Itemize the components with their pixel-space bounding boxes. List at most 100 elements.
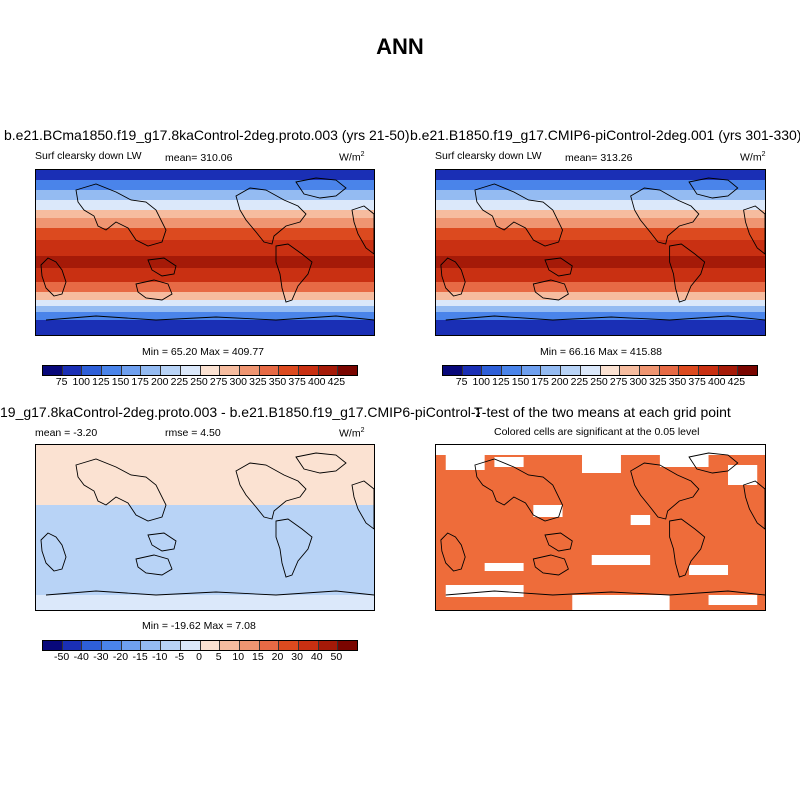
colorbar-swatch <box>220 641 240 650</box>
coastline <box>135 554 173 576</box>
colorbar-tick-label: 75 <box>55 376 68 388</box>
colorbar-swatch <box>141 366 162 375</box>
colorbar-swatch <box>298 641 319 650</box>
field-band <box>36 282 374 292</box>
map-field <box>36 445 374 610</box>
panel3-minmax: Min = -19.62 Max = 7.08 <box>142 620 256 632</box>
colorbar-tick-label: 225 <box>170 376 189 388</box>
coastline <box>45 590 374 596</box>
colorbar-swatch <box>521 366 542 375</box>
field-band <box>36 218 374 228</box>
colorbar-tick-label: 300 <box>229 376 248 388</box>
colorbar-tick-label: -15 <box>132 651 148 663</box>
field-band <box>436 300 765 306</box>
colorbar-tick-label: 225 <box>570 376 589 388</box>
panel4-subtitle: Colored cells are significant at the 0.0… <box>494 426 700 438</box>
field-band <box>436 268 765 282</box>
coastline <box>295 177 347 199</box>
colorbar-tick-label: 400 <box>707 376 726 388</box>
colorbar-swatch <box>338 366 357 375</box>
non-significant-region <box>689 565 729 575</box>
panel1-colorbar <box>42 365 358 376</box>
colorbar-swatch <box>462 366 483 375</box>
panel2-colorbar <box>442 365 758 376</box>
coastline <box>743 480 765 530</box>
colorbar-swatch <box>62 366 83 375</box>
colorbar-tick-label: 100 <box>72 376 91 388</box>
non-significant-region <box>630 515 651 525</box>
colorbar-swatch <box>279 366 299 375</box>
map-field <box>436 170 765 335</box>
coastline <box>295 452 347 474</box>
colorbar-swatch <box>318 366 339 375</box>
colorbar-tick-label: 30 <box>291 651 303 663</box>
colorbar-tick-label: 10 <box>232 651 245 663</box>
panel3-colorbar <box>42 640 358 651</box>
coastline <box>532 279 569 301</box>
main-title: ANN <box>376 34 424 59</box>
colorbar-tick-label: 125 <box>92 376 110 388</box>
colorbar-tick-label: 350 <box>268 376 287 388</box>
non-significant-region <box>445 455 485 470</box>
colorbar-swatch <box>200 366 221 375</box>
colorbar-swatch <box>62 641 83 650</box>
colorbar-tick-label: 425 <box>327 376 346 388</box>
coastline <box>445 315 765 321</box>
coastline <box>147 257 177 277</box>
colorbar-tick-label: 200 <box>150 376 169 388</box>
panel2-mean: mean= 313.26 <box>565 152 633 164</box>
colorbar-swatch <box>482 366 503 375</box>
field-band <box>436 190 765 200</box>
coastline <box>630 187 700 245</box>
panel3-title: 19_g17.8kaControl-2deg.proto.003 - b.e21… <box>0 404 480 420</box>
colorbar-tick-label: 20 <box>271 651 284 663</box>
panel3-rmse: rmse = 4.50 <box>165 427 221 439</box>
field-band <box>36 445 374 505</box>
coastline <box>40 532 67 572</box>
map-field <box>36 170 374 335</box>
field-band <box>36 170 374 180</box>
coastline <box>40 257 67 297</box>
non-significant-region <box>533 505 563 517</box>
field-band <box>36 228 374 240</box>
colorbar-tick-label: 75 <box>455 376 468 388</box>
colorbar-swatch <box>298 366 319 375</box>
colorbar-swatch <box>718 366 739 375</box>
colorbar-swatch <box>239 641 260 650</box>
panel1-variable: Surf clearsky down LW <box>35 150 142 162</box>
colorbar-swatch <box>200 641 221 650</box>
colorbar-swatch <box>121 366 142 375</box>
colorbar-swatch <box>43 641 63 650</box>
field-band <box>36 312 374 320</box>
coastline <box>75 183 167 247</box>
colorbar-tick-label: 150 <box>511 376 530 388</box>
field-band <box>36 180 374 190</box>
colorbar-tick-label: 375 <box>288 376 306 388</box>
field-band <box>36 292 374 300</box>
coastline <box>135 279 173 301</box>
colorbar-swatch <box>259 641 280 650</box>
non-significant-region <box>572 595 670 610</box>
colorbar-swatch <box>279 641 299 650</box>
colorbar-tick-label: 275 <box>609 376 628 388</box>
colorbar-tick-label: 325 <box>249 376 267 388</box>
panel4-title: T-test of the two means at each grid poi… <box>474 404 731 420</box>
field-band <box>36 210 374 218</box>
colorbar-tick-label: -10 <box>152 651 168 663</box>
field-band <box>36 300 374 306</box>
panel3-mean: mean = -3.20 <box>35 427 98 439</box>
field-band <box>436 180 765 190</box>
colorbar-swatch <box>259 366 280 375</box>
colorbar-swatch <box>102 366 122 375</box>
field-band <box>436 306 765 312</box>
colorbar-swatch <box>239 366 260 375</box>
panel2-minmax: Min = 66.16 Max = 415.88 <box>540 346 662 358</box>
colorbar-tick-label: 175 <box>531 376 549 388</box>
coastline <box>75 458 167 522</box>
colorbar-swatch <box>318 641 339 650</box>
coastline <box>688 177 739 199</box>
colorbar-tick-label: 15 <box>252 651 264 663</box>
field-band <box>36 200 374 210</box>
field-band <box>436 312 765 320</box>
panel1-minmax: Min = 65.20 Max = 409.77 <box>142 346 264 358</box>
